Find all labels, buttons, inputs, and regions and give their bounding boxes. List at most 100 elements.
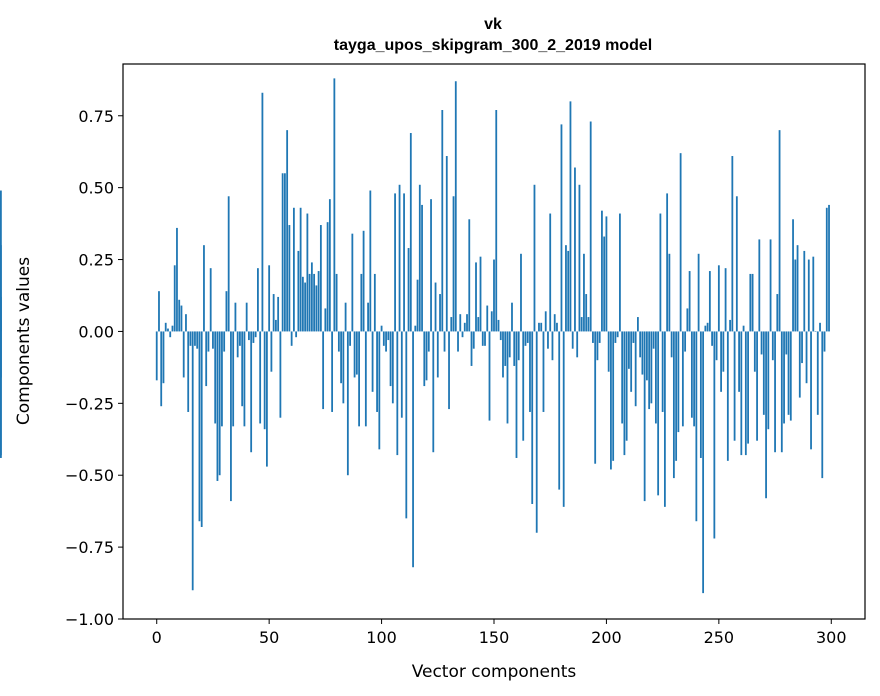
bar	[443, 331, 446, 352]
bar	[637, 317, 639, 332]
bar	[371, 331, 374, 392]
bar	[176, 227, 178, 332]
bar	[526, 331, 529, 343]
bar	[479, 256, 482, 332]
bar	[540, 322, 543, 332]
bar	[697, 253, 700, 332]
bar	[185, 314, 187, 332]
bar	[362, 230, 365, 332]
bar	[333, 78, 336, 332]
bar	[796, 245, 799, 332]
bar	[412, 331, 414, 568]
bar	[477, 317, 480, 332]
bar	[400, 331, 403, 418]
bar	[257, 268, 259, 332]
bar	[632, 331, 635, 343]
bar	[342, 331, 345, 404]
bar	[589, 121, 592, 332]
bar	[614, 331, 617, 343]
bar	[675, 331, 678, 461]
x-axis: 0 50 100 150 200 250 300	[152, 619, 847, 647]
bar	[0, 331, 2, 378]
bar	[164, 322, 167, 332]
bar	[263, 331, 266, 430]
bar	[738, 331, 740, 392]
bar	[567, 250, 570, 332]
bar	[558, 331, 561, 490]
bar	[668, 253, 671, 332]
bar	[367, 302, 369, 332]
bar	[380, 325, 383, 332]
bar	[486, 305, 489, 332]
bar	[690, 331, 693, 418]
bar	[423, 331, 426, 387]
y-axis: −1.00 −0.75 −0.50 −0.25 0.00 0.25 0.50 0.75	[65, 107, 123, 629]
bar	[508, 331, 511, 358]
bar	[663, 331, 666, 507]
bar	[702, 331, 705, 594]
bar	[236, 331, 239, 358]
bar	[619, 213, 621, 332]
bar	[272, 294, 275, 332]
bar	[666, 193, 669, 332]
bar	[394, 193, 396, 332]
bar	[200, 331, 203, 527]
bar	[634, 331, 637, 407]
bar	[603, 236, 606, 332]
x-tick-label: 50	[259, 628, 279, 647]
bar	[454, 81, 457, 332]
bar	[686, 308, 689, 332]
bar	[171, 325, 174, 332]
bar	[387, 331, 390, 341]
bar	[495, 110, 498, 332]
bar	[821, 331, 824, 479]
bar	[722, 331, 725, 372]
bar	[758, 239, 761, 332]
bar	[681, 331, 684, 427]
bar	[448, 331, 450, 410]
bar	[234, 302, 237, 332]
bar	[616, 331, 619, 338]
bar	[542, 331, 545, 412]
bar	[499, 331, 502, 341]
bar	[173, 265, 176, 332]
bar	[670, 331, 673, 358]
bar	[409, 133, 412, 332]
bar	[807, 259, 810, 332]
bar	[198, 331, 201, 522]
bar	[756, 331, 758, 441]
y-tick-label: −0.25	[65, 394, 114, 413]
bar	[524, 331, 527, 346]
bar	[378, 331, 381, 450]
bar	[744, 331, 747, 456]
bar	[706, 322, 709, 332]
bar	[297, 250, 300, 332]
bar	[607, 331, 610, 372]
bar	[565, 245, 567, 332]
bar	[306, 213, 309, 332]
bar	[708, 271, 711, 332]
bar	[427, 331, 430, 352]
bar	[340, 331, 342, 384]
bar	[493, 259, 495, 332]
bar	[574, 167, 576, 332]
bar	[232, 331, 235, 427]
x-tick-label: 150	[479, 628, 510, 647]
bar	[506, 331, 509, 424]
bar	[301, 276, 304, 332]
bar	[310, 262, 313, 332]
bar	[538, 322, 540, 332]
bar	[794, 259, 797, 332]
bar	[180, 305, 183, 332]
bar	[288, 225, 291, 332]
bars-group	[0, 78, 830, 594]
bar	[355, 331, 358, 375]
bar	[789, 331, 792, 421]
bar	[549, 213, 552, 332]
bar	[814, 331, 817, 332]
bar	[810, 331, 812, 450]
bar	[385, 331, 387, 352]
bar	[535, 331, 538, 533]
bar	[819, 322, 821, 332]
